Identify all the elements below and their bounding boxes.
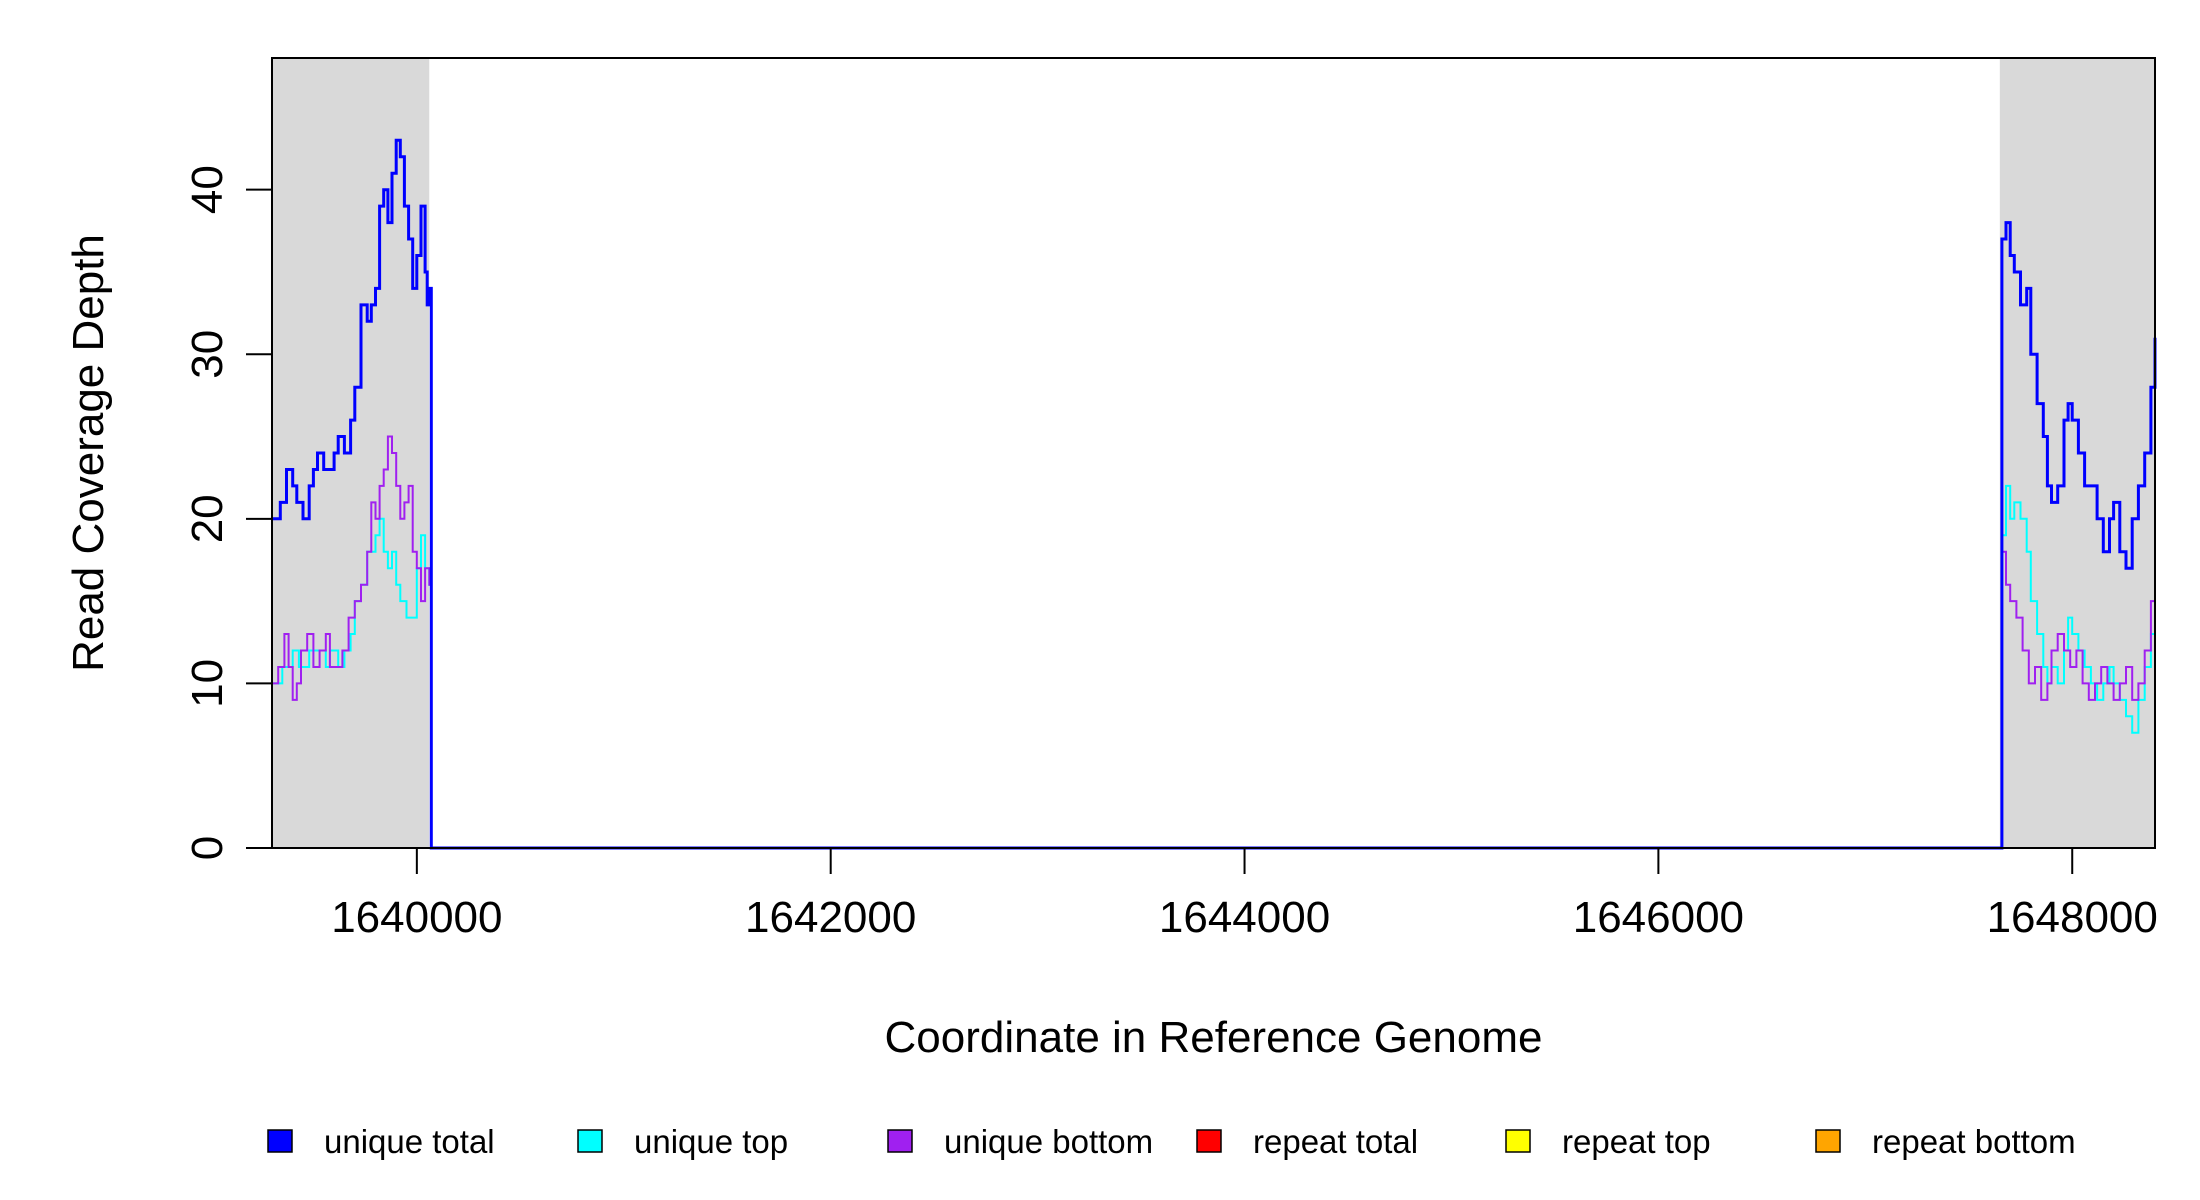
series-layer bbox=[272, 138, 2157, 850]
legend-swatch bbox=[267, 1129, 293, 1153]
x-tick-label: 1648000 bbox=[1987, 893, 2158, 942]
legend-swatch bbox=[577, 1129, 603, 1153]
legend-swatch bbox=[1196, 1129, 1222, 1153]
legend-label: unique top bbox=[634, 1123, 788, 1160]
x-tick-label: 1640000 bbox=[331, 893, 502, 942]
legend-swatch bbox=[1815, 1129, 1841, 1153]
series-line-unique-total bbox=[272, 138, 2157, 850]
plot-frame bbox=[271, 57, 2156, 849]
y-tick-label: 30 bbox=[183, 330, 232, 379]
x-tick-label: 1644000 bbox=[1159, 893, 1330, 942]
y-tick-label: 10 bbox=[183, 659, 232, 708]
x-tick-label: 1646000 bbox=[1573, 893, 1744, 942]
legend-label: unique total bbox=[324, 1123, 495, 1160]
legend: unique total unique top unique bottom repea… bbox=[267, 1123, 2076, 1160]
legend-label: repeat top bbox=[1562, 1123, 1711, 1160]
y-axis-label: Read Coverage Depth bbox=[64, 234, 113, 672]
series-line-unique-bottom bbox=[272, 435, 2156, 849]
legend-swatch bbox=[887, 1129, 913, 1153]
legend-label: unique bottom bbox=[944, 1123, 1153, 1160]
x-tick-label: 1642000 bbox=[745, 893, 916, 942]
shaded-regions bbox=[272, 58, 2155, 848]
y-tick-label: 40 bbox=[183, 165, 232, 214]
y-tick-label: 20 bbox=[183, 494, 232, 543]
x-axis: 1640000 1642000 1644000 1646000 1648000 bbox=[331, 848, 2158, 942]
series-line-unique-top bbox=[272, 484, 2156, 849]
legend-swatch bbox=[1505, 1129, 1531, 1153]
legend-label: repeat bottom bbox=[1872, 1123, 2076, 1160]
y-axis: 0 10 20 30 40 bbox=[183, 165, 272, 860]
x-axis-label: Coordinate in Reference Genome bbox=[885, 1013, 1543, 1062]
y-tick-label: 0 bbox=[183, 836, 232, 860]
legend-label: repeat total bbox=[1253, 1123, 1418, 1160]
